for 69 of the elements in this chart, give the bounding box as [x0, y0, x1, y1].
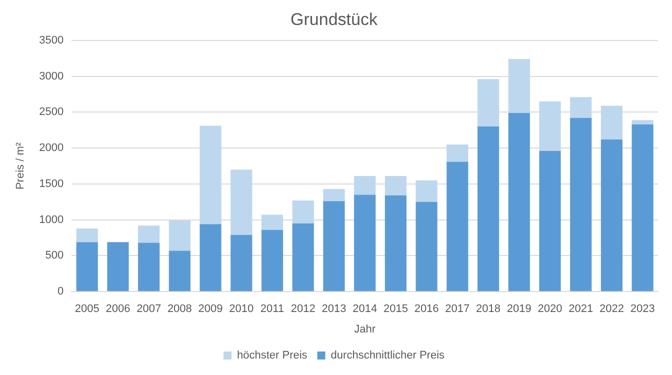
bar — [570, 118, 592, 292]
bar — [508, 112, 530, 292]
bar — [138, 242, 160, 292]
bar — [261, 230, 284, 292]
x-axis-title: Jahr — [354, 323, 376, 336]
bar — [168, 220, 190, 251]
x-tick-label: 2018 — [476, 303, 501, 316]
x-tick-label: 2009 — [198, 303, 223, 316]
bar — [230, 170, 252, 235]
bar — [354, 176, 376, 195]
bar — [508, 59, 530, 113]
bar — [230, 234, 252, 292]
bar — [323, 188, 345, 202]
bar — [570, 97, 592, 118]
x-tick-label: 2022 — [599, 303, 624, 316]
x-tick-label: 2014 — [352, 303, 378, 316]
bar — [416, 202, 438, 292]
x-tick-label: 2019 — [506, 303, 532, 316]
bar — [632, 120, 654, 124]
bar — [138, 226, 160, 243]
x-tick-label: 2011 — [260, 303, 284, 316]
y-tick-label: 2000 — [39, 142, 64, 154]
bar — [107, 242, 129, 292]
bar — [446, 162, 468, 292]
x-tick-label: 2023 — [630, 303, 655, 316]
bar — [539, 101, 561, 151]
bar — [446, 144, 468, 162]
bar — [384, 195, 406, 292]
y-tick-label: 3500 — [39, 34, 64, 46]
x-tick-label: 2021 — [568, 303, 594, 316]
bar — [539, 150, 561, 292]
x-tick-label: 2016 — [414, 303, 439, 316]
y-tick-label: 1000 — [39, 214, 64, 226]
y-tick-label: 1500 — [39, 178, 64, 190]
bar — [477, 79, 500, 127]
bar — [600, 139, 623, 292]
bar — [384, 176, 406, 196]
bar — [76, 228, 98, 242]
bar — [261, 214, 284, 230]
x-tick-label: 2013 — [322, 303, 346, 316]
x-tick-label: 2015 — [383, 303, 408, 316]
bar — [292, 223, 314, 292]
x-tick-label: 2010 — [229, 303, 254, 316]
y-tick-label: 0 — [58, 286, 64, 298]
y-tick-label: 500 — [45, 250, 64, 262]
chart-title: Grundstück — [290, 10, 378, 29]
x-tick-label: 2012 — [290, 303, 316, 316]
bar — [632, 124, 654, 292]
x-tick-label: 2007 — [136, 303, 162, 316]
bar — [200, 224, 222, 292]
x-tick-label: 2006 — [106, 303, 130, 316]
y-tick-label: 2500 — [39, 106, 64, 118]
bar — [354, 194, 376, 292]
bar — [323, 201, 345, 292]
x-tick-label: 2017 — [445, 303, 470, 316]
bar — [76, 242, 98, 292]
x-tick-label: 2020 — [538, 303, 562, 316]
bar — [600, 106, 623, 140]
legend-label: höchster Preis — [236, 350, 308, 362]
x-tick-label: 2005 — [74, 303, 100, 316]
bar — [168, 250, 190, 292]
y-tick-label: 3000 — [39, 70, 64, 82]
bar — [477, 126, 500, 292]
bar — [200, 126, 222, 224]
x-tick-label: 2008 — [167, 303, 192, 316]
legend-label: durchschnittlicher Preis — [330, 350, 446, 362]
bar — [416, 180, 438, 202]
bar — [292, 200, 314, 224]
y-axis-title: Preis / m² — [14, 142, 27, 190]
